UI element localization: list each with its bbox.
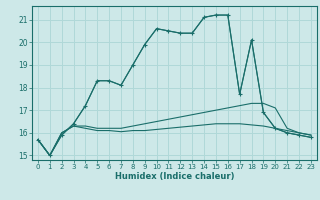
X-axis label: Humidex (Indice chaleur): Humidex (Indice chaleur): [115, 172, 234, 181]
